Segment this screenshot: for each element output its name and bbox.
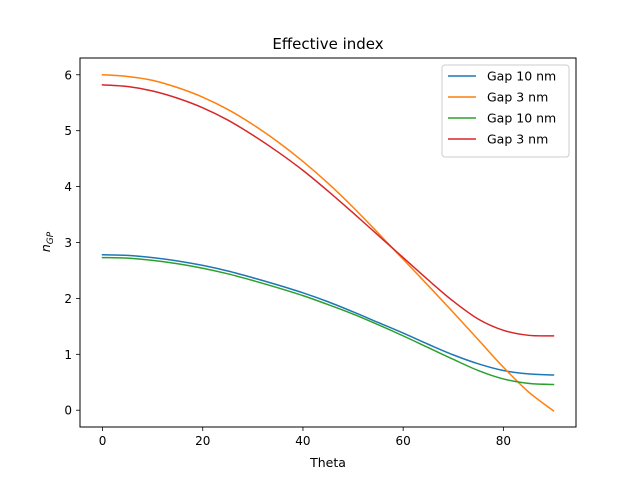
legend: Gap 10 nm Gap 3 nm Gap 10 nm Gap 3 nm bbox=[441, 64, 570, 158]
x-tick-label: 60 bbox=[396, 434, 411, 448]
y-tick-label: 5 bbox=[64, 124, 72, 138]
legend-box bbox=[441, 64, 570, 158]
series-line-3 bbox=[101, 256, 555, 386]
x-tick-label: 40 bbox=[295, 434, 310, 448]
series-line-1 bbox=[101, 254, 555, 376]
x-tick-label: 80 bbox=[496, 434, 511, 448]
y-tick-label: 4 bbox=[64, 180, 72, 194]
y-tick-label: 1 bbox=[64, 348, 72, 362]
y-tick-label: 0 bbox=[64, 404, 72, 418]
series-layer bbox=[101, 73, 555, 412]
y-axis: 0 1 2 3 4 5 6 bbox=[64, 68, 80, 418]
x-axis: 0 20 40 60 80 bbox=[99, 427, 511, 448]
y-tick-label: 6 bbox=[64, 68, 72, 82]
y-axis-title-main: n bbox=[38, 244, 53, 252]
legend-label-1: Gap 10 nm bbox=[487, 69, 556, 84]
chart-title: Effective index bbox=[272, 35, 383, 53]
y-axis-title-subscript: GP bbox=[46, 231, 56, 244]
legend-label-3: Gap 10 nm bbox=[487, 111, 556, 126]
y-tick-label: 3 bbox=[64, 236, 72, 250]
x-tick-label: 0 bbox=[99, 434, 107, 448]
x-axis-title: Theta bbox=[309, 455, 346, 470]
y-axis-title: nGP bbox=[38, 231, 56, 252]
legend-label-4: Gap 3 nm bbox=[487, 132, 548, 147]
x-tick-label: 20 bbox=[195, 434, 210, 448]
legend-label-2: Gap 3 nm bbox=[487, 90, 548, 105]
series-line-4 bbox=[101, 84, 555, 337]
y-tick-label: 2 bbox=[64, 292, 72, 306]
series-line-2 bbox=[101, 73, 555, 412]
